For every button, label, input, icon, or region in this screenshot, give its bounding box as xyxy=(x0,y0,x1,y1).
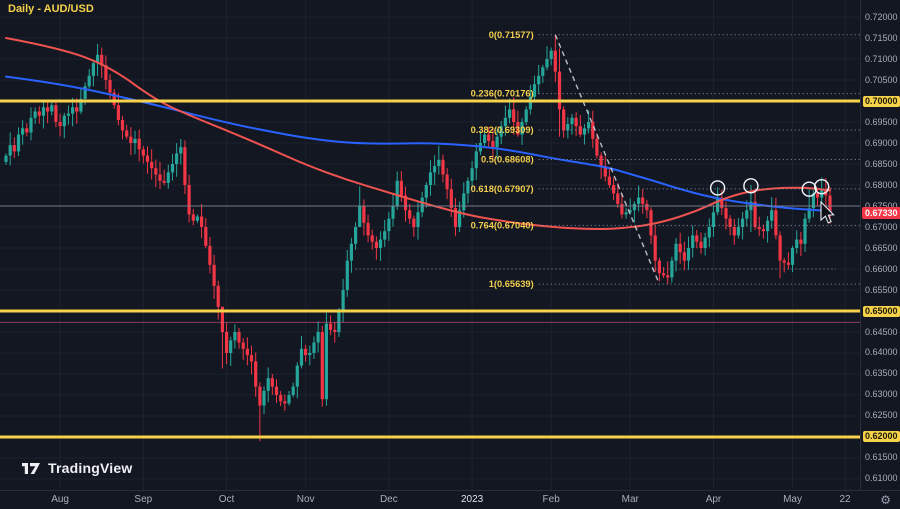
time-axis-label: Aug xyxy=(51,494,69,505)
price-axis-label: 0.63500 xyxy=(865,368,898,379)
symbol-timeframe-label: Daily - AUD/USD xyxy=(8,3,94,15)
price-axis-label: 0.66000 xyxy=(865,263,898,274)
price-axis-label: 0.66500 xyxy=(865,242,898,253)
grid-lines xyxy=(0,0,860,490)
time-axis-label: Mar xyxy=(621,494,639,505)
time-axis-label: Sep xyxy=(134,494,153,505)
price-axis-label: 0.69500 xyxy=(865,116,898,127)
time-axis-label: Apr xyxy=(705,494,722,505)
price-axis-label: 0.61000 xyxy=(865,473,898,484)
time-axis-label: Dec xyxy=(379,494,398,505)
svg-text:0.236(0.70176): 0.236(0.70176) xyxy=(471,89,534,99)
svg-text:0.5(0.68608): 0.5(0.68608) xyxy=(481,154,534,164)
highlight-circles xyxy=(709,178,830,197)
key-levels xyxy=(0,99,860,439)
svg-text:0.618(0.67907): 0.618(0.67907) xyxy=(471,184,534,194)
price-axis-label: 0.65500 xyxy=(865,284,898,295)
svg-text:0.382(0.69309): 0.382(0.69309) xyxy=(471,125,534,135)
mouse-cursor-icon xyxy=(818,200,835,231)
tradingview-logo-text: TradingView xyxy=(48,460,133,476)
price-axis-label: 0.65000 xyxy=(863,305,900,317)
price-axis-label: 0.62500 xyxy=(865,410,898,421)
time-axis-label: Nov xyxy=(296,494,315,505)
time-axis-label: Feb xyxy=(542,494,560,505)
time-axis[interactable]: ⚙ Aug Sep Oct Nov Dec 2023 Feb Mar Apr May 22 xyxy=(0,490,900,509)
price-axis-label: 0.71000 xyxy=(865,53,898,64)
time-axis-label: 22 xyxy=(839,494,851,505)
price-axis-label: 0.67000 xyxy=(865,221,898,232)
price-axis-label: 0.72000 xyxy=(865,11,898,22)
candles-layer xyxy=(4,34,832,442)
price-axis-label: 0.70000 xyxy=(863,95,900,107)
time-axis-label: May xyxy=(783,494,802,505)
price-axis-label: 0.67500 xyxy=(865,200,898,211)
price-axis[interactable]: 0.72000 0.71500 0.71000 0.70500 0.70000 0.695… xyxy=(860,0,900,490)
price-axis-label: 0.68000 xyxy=(865,179,898,190)
chart-area[interactable]: 0(0.71577) 0.236(0.70176) 0.382(0.69309) 0.… xyxy=(0,0,860,490)
price-axis-label: 0.69000 xyxy=(865,137,898,148)
time-axis-label: 2023 xyxy=(460,494,484,505)
tradingview-logo[interactable]: TradingView xyxy=(22,460,132,476)
price-axis-label: 0.62000 xyxy=(863,431,900,443)
time-axis-label: Oct xyxy=(218,494,235,505)
price-axis-label: 0.71500 xyxy=(865,32,898,43)
ma-fast-line xyxy=(5,75,831,212)
svg-text:1(0.65639): 1(0.65639) xyxy=(489,279,534,289)
price-chart-canvas[interactable]: 0(0.71577) 0.236(0.70176) 0.382(0.69309) 0.… xyxy=(0,0,860,490)
svg-text:0.764(0.67040): 0.764(0.67040) xyxy=(471,220,534,230)
price-axis-label: 0.68500 xyxy=(865,158,898,169)
price-axis-label: 0.64500 xyxy=(865,326,898,337)
price-axis-label: 0.70500 xyxy=(865,74,898,85)
price-axis-label: 0.64000 xyxy=(865,347,898,358)
settings-icon[interactable]: ⚙ xyxy=(880,493,891,507)
fib-levels: 0(0.71577) 0.236(0.70176) 0.382(0.69309) 0.… xyxy=(471,30,860,289)
last-price-badge: 0.67330 xyxy=(862,206,900,219)
price-axis-label: 0.61500 xyxy=(865,452,898,463)
svg-text:0(0.71577): 0(0.71577) xyxy=(489,30,534,40)
tradingview-logo-icon xyxy=(22,463,40,474)
ma-slow-line xyxy=(5,37,831,231)
price-axis-label: 0.63000 xyxy=(865,389,898,400)
